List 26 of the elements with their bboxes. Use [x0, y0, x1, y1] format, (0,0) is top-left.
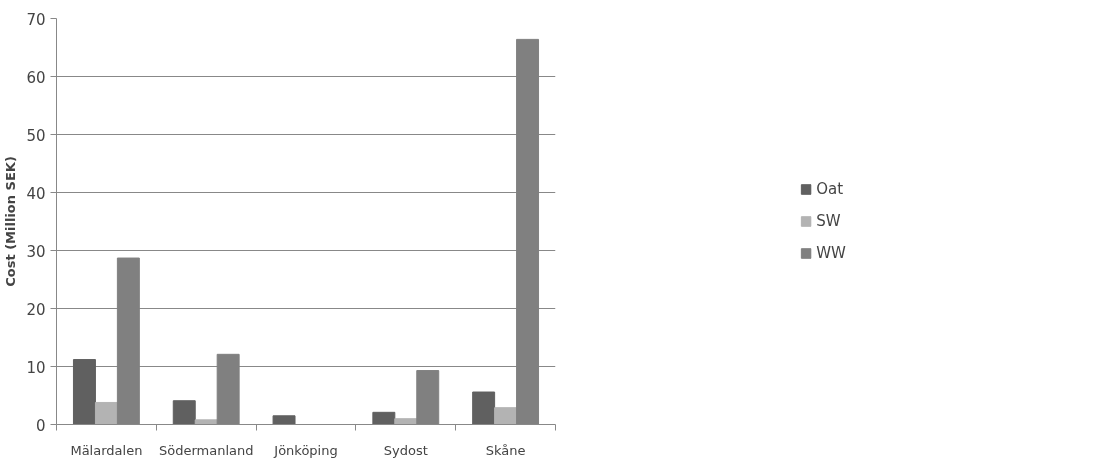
y-tick-label: 60 — [26, 68, 46, 87]
x-tick-label: Södermanland — [158, 442, 254, 458]
x-tick-label: Sydost — [383, 442, 428, 458]
y-tick-label: 20 — [26, 300, 46, 319]
x-tick-label: Mälardalen — [70, 442, 143, 458]
y-tick-label: 30 — [26, 242, 46, 261]
y-tick-label: 10 — [26, 358, 46, 377]
y-axis-title: Cost (Million SEK) — [3, 156, 19, 287]
bar — [172, 400, 196, 425]
legend-label: WW — [816, 244, 846, 262]
bar — [272, 415, 296, 425]
bar — [72, 359, 96, 425]
y-tick-label: 50 — [26, 126, 46, 145]
bar — [94, 401, 118, 425]
x-tick-label: Skåne — [485, 442, 526, 458]
bar — [472, 391, 496, 425]
bar — [394, 418, 418, 425]
bar — [372, 411, 396, 425]
bar — [194, 419, 218, 425]
y-tick-label: 70 — [26, 10, 46, 29]
legend-label: Oat — [816, 180, 844, 198]
legend-label: SW — [816, 212, 841, 230]
y-tick-label: 40 — [26, 184, 46, 203]
y-tick-label: 0 — [35, 416, 46, 435]
x-tick-label: Jönköping — [273, 442, 338, 458]
bar — [494, 407, 518, 425]
